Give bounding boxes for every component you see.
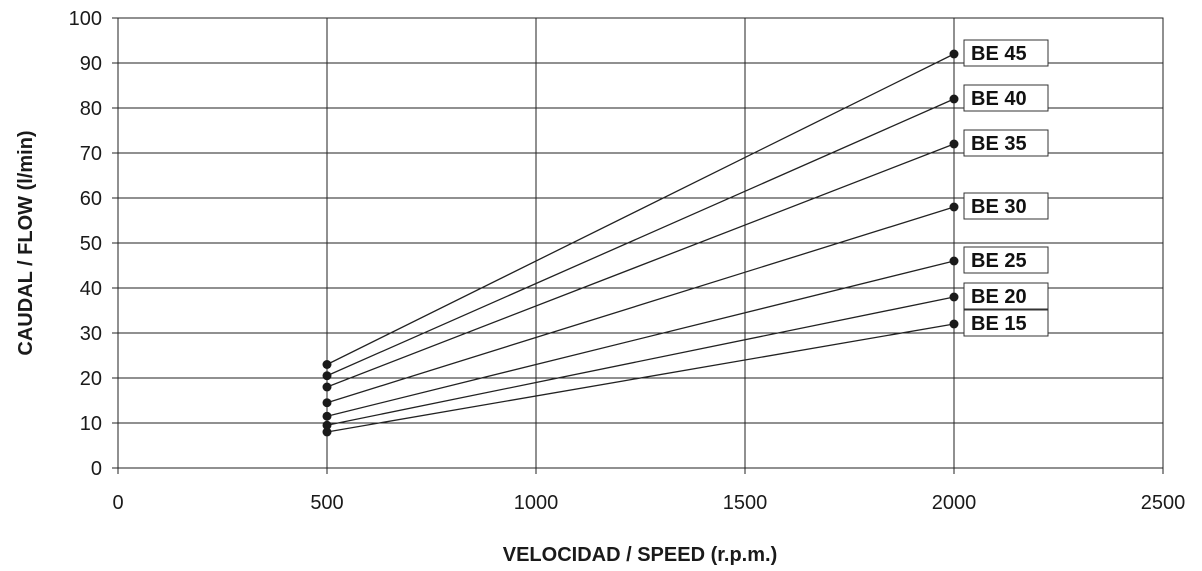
x-tick-label: 0 — [112, 492, 123, 514]
series-label: BE 15 — [971, 313, 1027, 335]
x-axis-title: VELOCIDAD / SPEED (r.p.m.) — [503, 544, 777, 566]
series-label-box — [963, 84, 1049, 112]
y-tick-label: 60 — [80, 188, 102, 210]
y-tick-label: 0 — [91, 458, 102, 480]
series-line — [326, 206, 955, 404]
data-point — [322, 411, 332, 421]
data-point — [949, 139, 959, 149]
data-point — [322, 382, 332, 392]
series-label: BE 20 — [971, 286, 1027, 308]
x-tick-label: 1000 — [514, 492, 559, 514]
y-tick-label: 70 — [80, 143, 102, 165]
series-line — [326, 143, 955, 388]
y-tick-label: 40 — [80, 278, 102, 300]
data-point — [322, 427, 332, 437]
data-point — [322, 371, 332, 381]
x-tick-label: 500 — [310, 492, 343, 514]
y-tick-label: 100 — [69, 8, 102, 30]
series-lines — [322, 49, 959, 437]
data-point — [949, 319, 959, 329]
data-point — [949, 202, 959, 212]
data-point — [949, 256, 959, 266]
series-label: BE 45 — [971, 43, 1027, 65]
series-line — [326, 53, 955, 366]
data-point — [949, 49, 959, 59]
y-tick-label: 30 — [80, 323, 102, 345]
data-point — [322, 398, 332, 408]
series-label: BE 35 — [971, 133, 1027, 155]
x-tick-label: 2500 — [1141, 492, 1186, 514]
data-point — [322, 360, 332, 369]
y-axis-title: CAUDAL / FLOW (l/min) — [15, 130, 37, 355]
y-tick-label: 90 — [80, 53, 102, 75]
x-tick-label: 1500 — [723, 492, 768, 514]
data-point — [949, 292, 959, 302]
series-label-box — [963, 282, 1049, 310]
series-line — [326, 260, 955, 417]
series-label: BE 30 — [971, 196, 1027, 218]
series-label-box — [963, 192, 1049, 220]
y-tick-label: 80 — [80, 98, 102, 120]
x-tick-label: 2000 — [932, 492, 977, 514]
series-label-box — [963, 246, 1049, 274]
series-line — [326, 323, 955, 433]
y-tick-label: 50 — [80, 233, 102, 255]
series-label: BE 40 — [971, 88, 1027, 110]
series-line — [326, 296, 955, 426]
data-point — [322, 420, 332, 430]
series-labels: BE 45 BE 40 BE 35 BE 30 BE 25 BE 20 BE 15 — [963, 39, 1049, 337]
series-label-box — [963, 309, 1049, 337]
series-label-box — [963, 39, 1049, 67]
series-label-box — [963, 129, 1049, 157]
y-tick-label: 10 — [80, 413, 102, 435]
series-label: BE 25 — [971, 250, 1027, 272]
data-point — [949, 94, 959, 104]
series-line — [326, 98, 955, 377]
y-tick-label: 20 — [80, 368, 102, 390]
